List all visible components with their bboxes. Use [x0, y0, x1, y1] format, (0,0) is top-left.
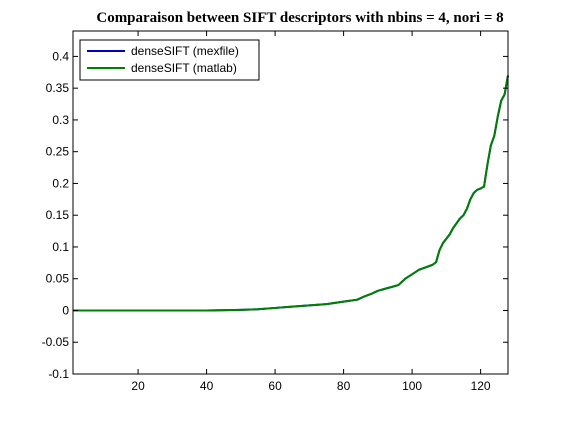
- series-line-matlab: [73, 75, 509, 312]
- y-tick-label: 0.2: [52, 176, 69, 190]
- ticks-layer: 20 40 60 80 100 120 -0.1 -0.05 0 0.05 0.1 0.15 0.2 0.…: [42, 31, 508, 393]
- x-tick-label: 120: [471, 379, 491, 393]
- y-tick-label: 0.25: [46, 145, 70, 159]
- y-tick-label: 0.1: [52, 240, 69, 254]
- legend-box: [79, 39, 260, 81]
- y-tick-label: -0.1: [48, 367, 69, 381]
- plot-frame: [72, 30, 509, 375]
- plot-area: [73, 31, 508, 374]
- y-tick-label: 0.05: [46, 272, 70, 286]
- chart-title: Comparaison between SIFT descriptors wit…: [96, 10, 503, 26]
- legend: denseSIFT (mexfile) denseSIFT (matlab): [79, 39, 260, 81]
- y-tick-label: -0.05: [42, 335, 70, 349]
- y-tick-label: 0.15: [46, 208, 70, 222]
- x-tick-label: 60: [268, 379, 282, 393]
- x-tick-label: 40: [200, 379, 214, 393]
- x-tick-label: 20: [131, 379, 145, 393]
- y-tick-label: 0.3: [52, 113, 69, 127]
- x-tick-label: 100: [402, 379, 422, 393]
- y-tick-label: 0: [62, 303, 69, 317]
- y-tick-label: 0.35: [46, 81, 70, 95]
- series-layer: [73, 75, 509, 312]
- legend-label: denseSIFT (mexfile): [131, 44, 239, 58]
- x-tick-label: 80: [337, 379, 351, 393]
- legend-entries: denseSIFT (mexfile) denseSIFT (matlab): [87, 44, 239, 75]
- legend-label: denseSIFT (matlab): [131, 61, 237, 75]
- y-tick-label: 0.4: [52, 49, 69, 63]
